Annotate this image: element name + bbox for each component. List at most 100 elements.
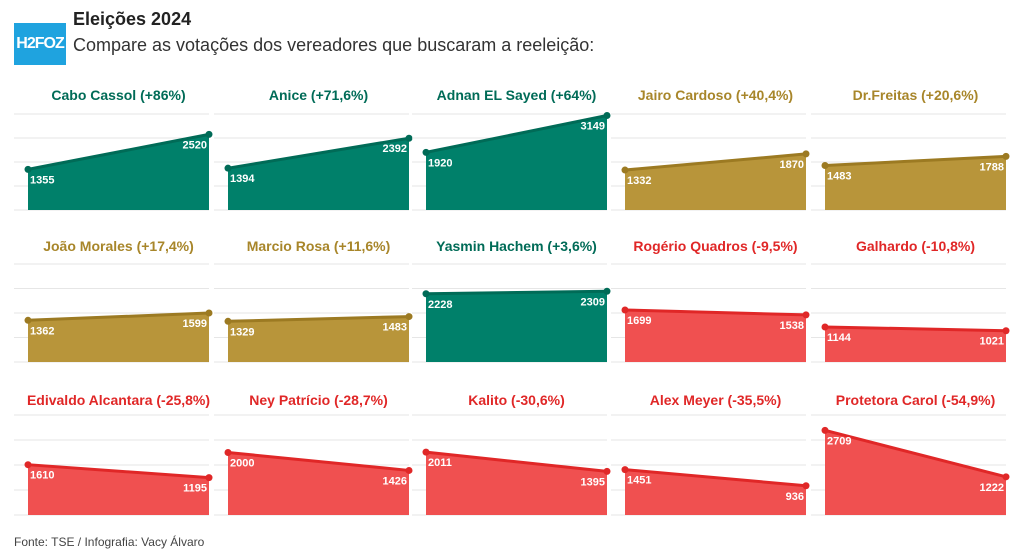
area-fill (825, 430, 1006, 515)
page-subtitle: Compare as votações dos vereadores que b… (73, 35, 595, 55)
value-label-start: 2228 (428, 299, 452, 311)
area-fill (426, 115, 607, 210)
series-line (624, 152, 807, 172)
area-fill (825, 326, 1006, 362)
panel-title: Rogério Quadros (-9,5%) (633, 238, 797, 254)
value-label-end: 1599 (183, 318, 207, 330)
value-label-start: 1483 (827, 171, 851, 183)
area-fill (228, 452, 409, 515)
data-point-end (405, 466, 413, 474)
data-point-end (405, 134, 413, 142)
data-point-start (821, 323, 829, 331)
value-label-end: 1395 (581, 476, 605, 488)
value-label-end: 1426 (383, 475, 407, 487)
data-point-start (24, 316, 32, 324)
chart-panel: Ney Patrício (-28,7%) 2000 1426 (214, 392, 413, 516)
data-point-end (205, 309, 213, 317)
data-point-start (224, 449, 232, 456)
data-point-end (802, 311, 810, 319)
value-label-start: 1920 (428, 157, 452, 169)
data-point-start (821, 426, 829, 434)
panel-title: Dr.Freitas (+20,6%) (853, 87, 979, 103)
series-line (227, 136, 410, 170)
value-label-start: 1144 (827, 332, 852, 344)
chart-panel: Rogério Quadros (-9,5%) 1699 1538 (611, 238, 810, 363)
chart-panel: Edivaldo Alcantara (-25,8%) 1610 1195 (14, 392, 213, 516)
series-line (27, 463, 210, 480)
panel-title: Kalito (-30,6%) (468, 392, 564, 408)
area-fill (28, 134, 209, 210)
panel-title: Edivaldo Alcantara (-25,8%) (27, 392, 210, 408)
value-label-start: 1329 (230, 326, 254, 338)
chart-panel: Alex Meyer (-35,5%) 1451 936 (611, 392, 810, 516)
series-line (824, 325, 1007, 333)
data-point-start (422, 448, 430, 456)
value-label-start: 2000 (230, 458, 254, 470)
data-point-start (422, 290, 430, 298)
panel-title: João Morales (+17,4%) (43, 238, 194, 254)
data-point-end (603, 467, 611, 475)
data-point-end (1002, 473, 1010, 481)
value-label-start: 1451 (627, 475, 651, 487)
value-label-end: 2392 (383, 143, 407, 155)
chart-panel: Anice (+71,6%) 1394 2392 (214, 87, 413, 211)
data-point-end (405, 313, 413, 321)
value-label-end: 1870 (780, 159, 804, 171)
data-point-start (621, 466, 629, 474)
chart-panel: Kalito (-30,6%) 2011 1395 (412, 392, 611, 516)
value-label-start: 1355 (30, 174, 54, 186)
panel-title: Marcio Rosa (+11,6%) (247, 238, 391, 254)
area-fill (426, 291, 607, 362)
chart-panel: Adnan EL Sayed (+64%) 1920 3149 (412, 87, 611, 211)
panel-title: Alex Meyer (-35,5%) (650, 392, 782, 408)
value-label-start: 2709 (827, 435, 851, 447)
panel-title: Anice (+71,6%) (269, 87, 368, 103)
chart-panel: Cabo Cassol (+86%) 1355 2520 (14, 87, 213, 211)
area-fill (625, 469, 806, 515)
area-fill (28, 313, 209, 362)
panel-title: Adnan EL Sayed (+64%) (437, 87, 597, 103)
value-label-start: 2011 (428, 457, 452, 469)
page-title: Eleições 2024 (73, 9, 192, 29)
area-fill (228, 316, 409, 362)
value-label-end: 1195 (183, 483, 207, 495)
source-footer: Fonte: TSE / Infografia: Vacy Álvaro (14, 535, 205, 549)
panel-title: Ney Patrício (-28,7%) (249, 392, 388, 408)
data-point-start (422, 148, 430, 156)
area-fill (825, 156, 1006, 210)
series-line (227, 315, 410, 323)
value-label-end: 1483 (383, 322, 407, 334)
series-line (425, 450, 608, 473)
area-fill (228, 138, 409, 210)
value-label-end: 1538 (780, 320, 804, 332)
data-point-end (205, 130, 213, 138)
chart-panel: Jairo Cardoso (+40,4%) 1332 1870 (611, 87, 810, 211)
data-point-end (205, 474, 213, 482)
chart-panel: Yasmin Hachem (+3,6%) 2228 2309 (412, 238, 611, 363)
panel-title: Cabo Cassol (+86%) (51, 87, 185, 103)
series-line (624, 468, 807, 488)
panel-title: Yasmin Hachem (+3,6%) (436, 238, 597, 254)
data-point-end (1002, 327, 1010, 335)
data-point-end (603, 287, 611, 295)
data-point-start (24, 165, 32, 173)
series-line (227, 451, 410, 472)
area-fill (625, 153, 806, 210)
data-point-start (821, 162, 829, 170)
data-point-start (24, 461, 32, 469)
series-line (27, 132, 210, 171)
series-line (27, 311, 210, 322)
value-label-start: 1610 (30, 470, 54, 482)
data-point-end (1002, 152, 1010, 160)
area-fill (625, 309, 806, 362)
series-line (425, 289, 608, 296)
data-point-end (802, 150, 810, 158)
data-point-start (621, 166, 629, 174)
series-line (425, 114, 608, 154)
chart-panel: João Morales (+17,4%) 1362 1599 (14, 238, 213, 363)
series-line (824, 154, 1007, 168)
value-label-start: 1394 (230, 173, 255, 185)
data-point-start (224, 317, 232, 325)
h2foz-logo: H2FOZ (14, 23, 66, 65)
